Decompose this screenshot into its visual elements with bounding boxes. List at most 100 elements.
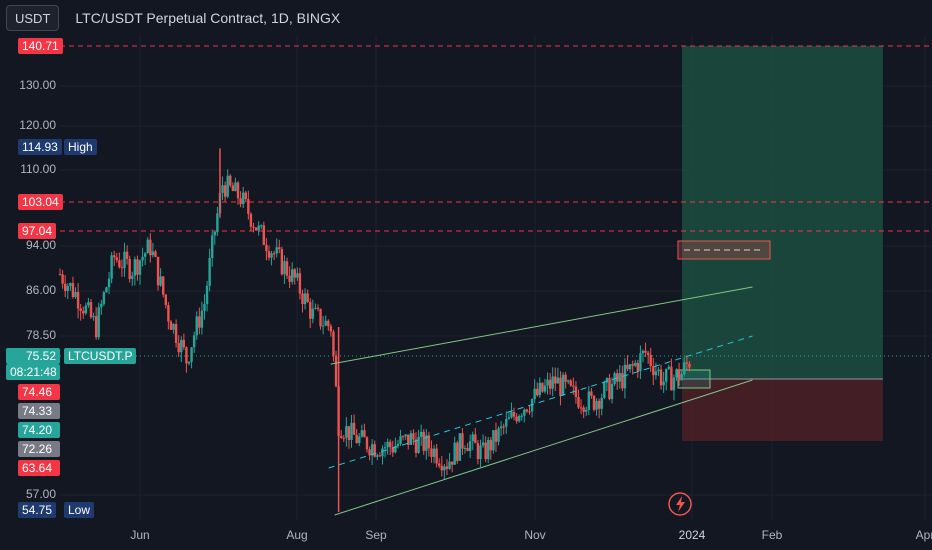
candle-body (115, 257, 118, 261)
candle-body (438, 463, 441, 466)
candle-body (559, 377, 562, 396)
candle-body (285, 261, 289, 276)
candle-body (680, 374, 683, 381)
channel-lower (334, 379, 753, 516)
candle-body (275, 247, 278, 254)
candle-body (554, 376, 557, 384)
candle-body (136, 259, 139, 275)
candle-body (128, 258, 131, 279)
candle-body (489, 439, 493, 451)
candle-body (216, 213, 219, 232)
candle-body (468, 441, 472, 451)
candle-body (566, 380, 570, 382)
candle-body (133, 259, 137, 276)
candle-body (262, 225, 266, 245)
candle-body (143, 253, 147, 257)
candle-body (683, 362, 686, 375)
channel-middle (328, 335, 753, 469)
high-label: High (64, 139, 97, 155)
x-tick-nov: Nov (524, 528, 546, 542)
candle-body (110, 255, 113, 279)
candle-body (432, 448, 436, 457)
candle-body (456, 442, 459, 461)
candle-body (151, 251, 155, 256)
candle-body (479, 445, 482, 460)
candle-body (634, 362, 637, 366)
candle-body (427, 435, 431, 449)
countdown-tag: 08:21:48 (6, 364, 60, 380)
candle-body (538, 382, 542, 396)
candle-body (350, 422, 353, 441)
candle-body (572, 385, 575, 387)
candle-body (365, 437, 369, 450)
candle-body (200, 310, 204, 328)
candle-body (551, 376, 554, 389)
candle-body (401, 436, 405, 438)
candle-body (363, 430, 366, 438)
candle-body (162, 276, 165, 295)
candle-body (685, 362, 689, 364)
candle-body (644, 350, 647, 353)
candle-body (334, 355, 338, 387)
candle-body (631, 364, 634, 366)
tag-7420: 74.20 (18, 422, 60, 438)
candle-body (347, 426, 351, 441)
candle-body (443, 466, 446, 471)
candle-body (355, 434, 358, 444)
lightning-icon[interactable] (668, 492, 692, 516)
candle-body (226, 175, 229, 197)
candle-body (399, 436, 402, 444)
candle-body (66, 285, 69, 291)
candle-body (499, 426, 503, 429)
candle-body (221, 185, 224, 193)
chart-header: USDT LTC/USDT Perpetual Contract, 1D, BI… (0, 0, 932, 36)
candle-body (481, 442, 485, 446)
candle-body (422, 431, 425, 451)
candle-body (497, 428, 500, 442)
candle-body (628, 364, 632, 370)
candle-body (533, 388, 536, 400)
candle-body (373, 444, 376, 457)
candle-body (321, 325, 325, 327)
candle-body (203, 304, 206, 311)
candle-body (378, 455, 382, 457)
candle-body (309, 301, 312, 319)
candle-body (471, 434, 474, 442)
candle-body (154, 251, 157, 257)
candle-body (254, 227, 258, 231)
candle-body (267, 251, 271, 258)
candle-body (615, 373, 619, 382)
candle-body (639, 353, 642, 372)
candle-body (417, 436, 420, 453)
candle-body (657, 369, 660, 372)
candle-body (69, 283, 72, 286)
candle-body (319, 308, 322, 327)
candle-body (138, 260, 142, 275)
candle-body (618, 373, 621, 382)
candle-body (185, 347, 188, 364)
candle-body (339, 435, 343, 438)
candle-body (528, 411, 531, 413)
candle-body (324, 320, 327, 326)
x-tick-jun: Jun (130, 528, 150, 542)
candle-body (595, 400, 598, 410)
candle-body (667, 366, 670, 369)
candle-body (520, 415, 523, 417)
candle-body (61, 274, 64, 284)
candle-body (327, 320, 330, 327)
candle-body (120, 267, 124, 269)
currency-button[interactable]: USDT (6, 5, 60, 31)
y-tick-label: 94.00 (25, 238, 56, 252)
candle-body (665, 368, 668, 382)
candle-body (662, 381, 665, 386)
candle-body (159, 276, 162, 286)
candle-body (118, 260, 121, 268)
candle-body (448, 461, 451, 469)
candle-body (105, 287, 108, 293)
candle-body (314, 307, 317, 309)
candle-body (288, 275, 291, 282)
candle-body (102, 292, 106, 304)
x-tick-sep: Sep (365, 528, 387, 542)
candle-body (419, 431, 423, 437)
